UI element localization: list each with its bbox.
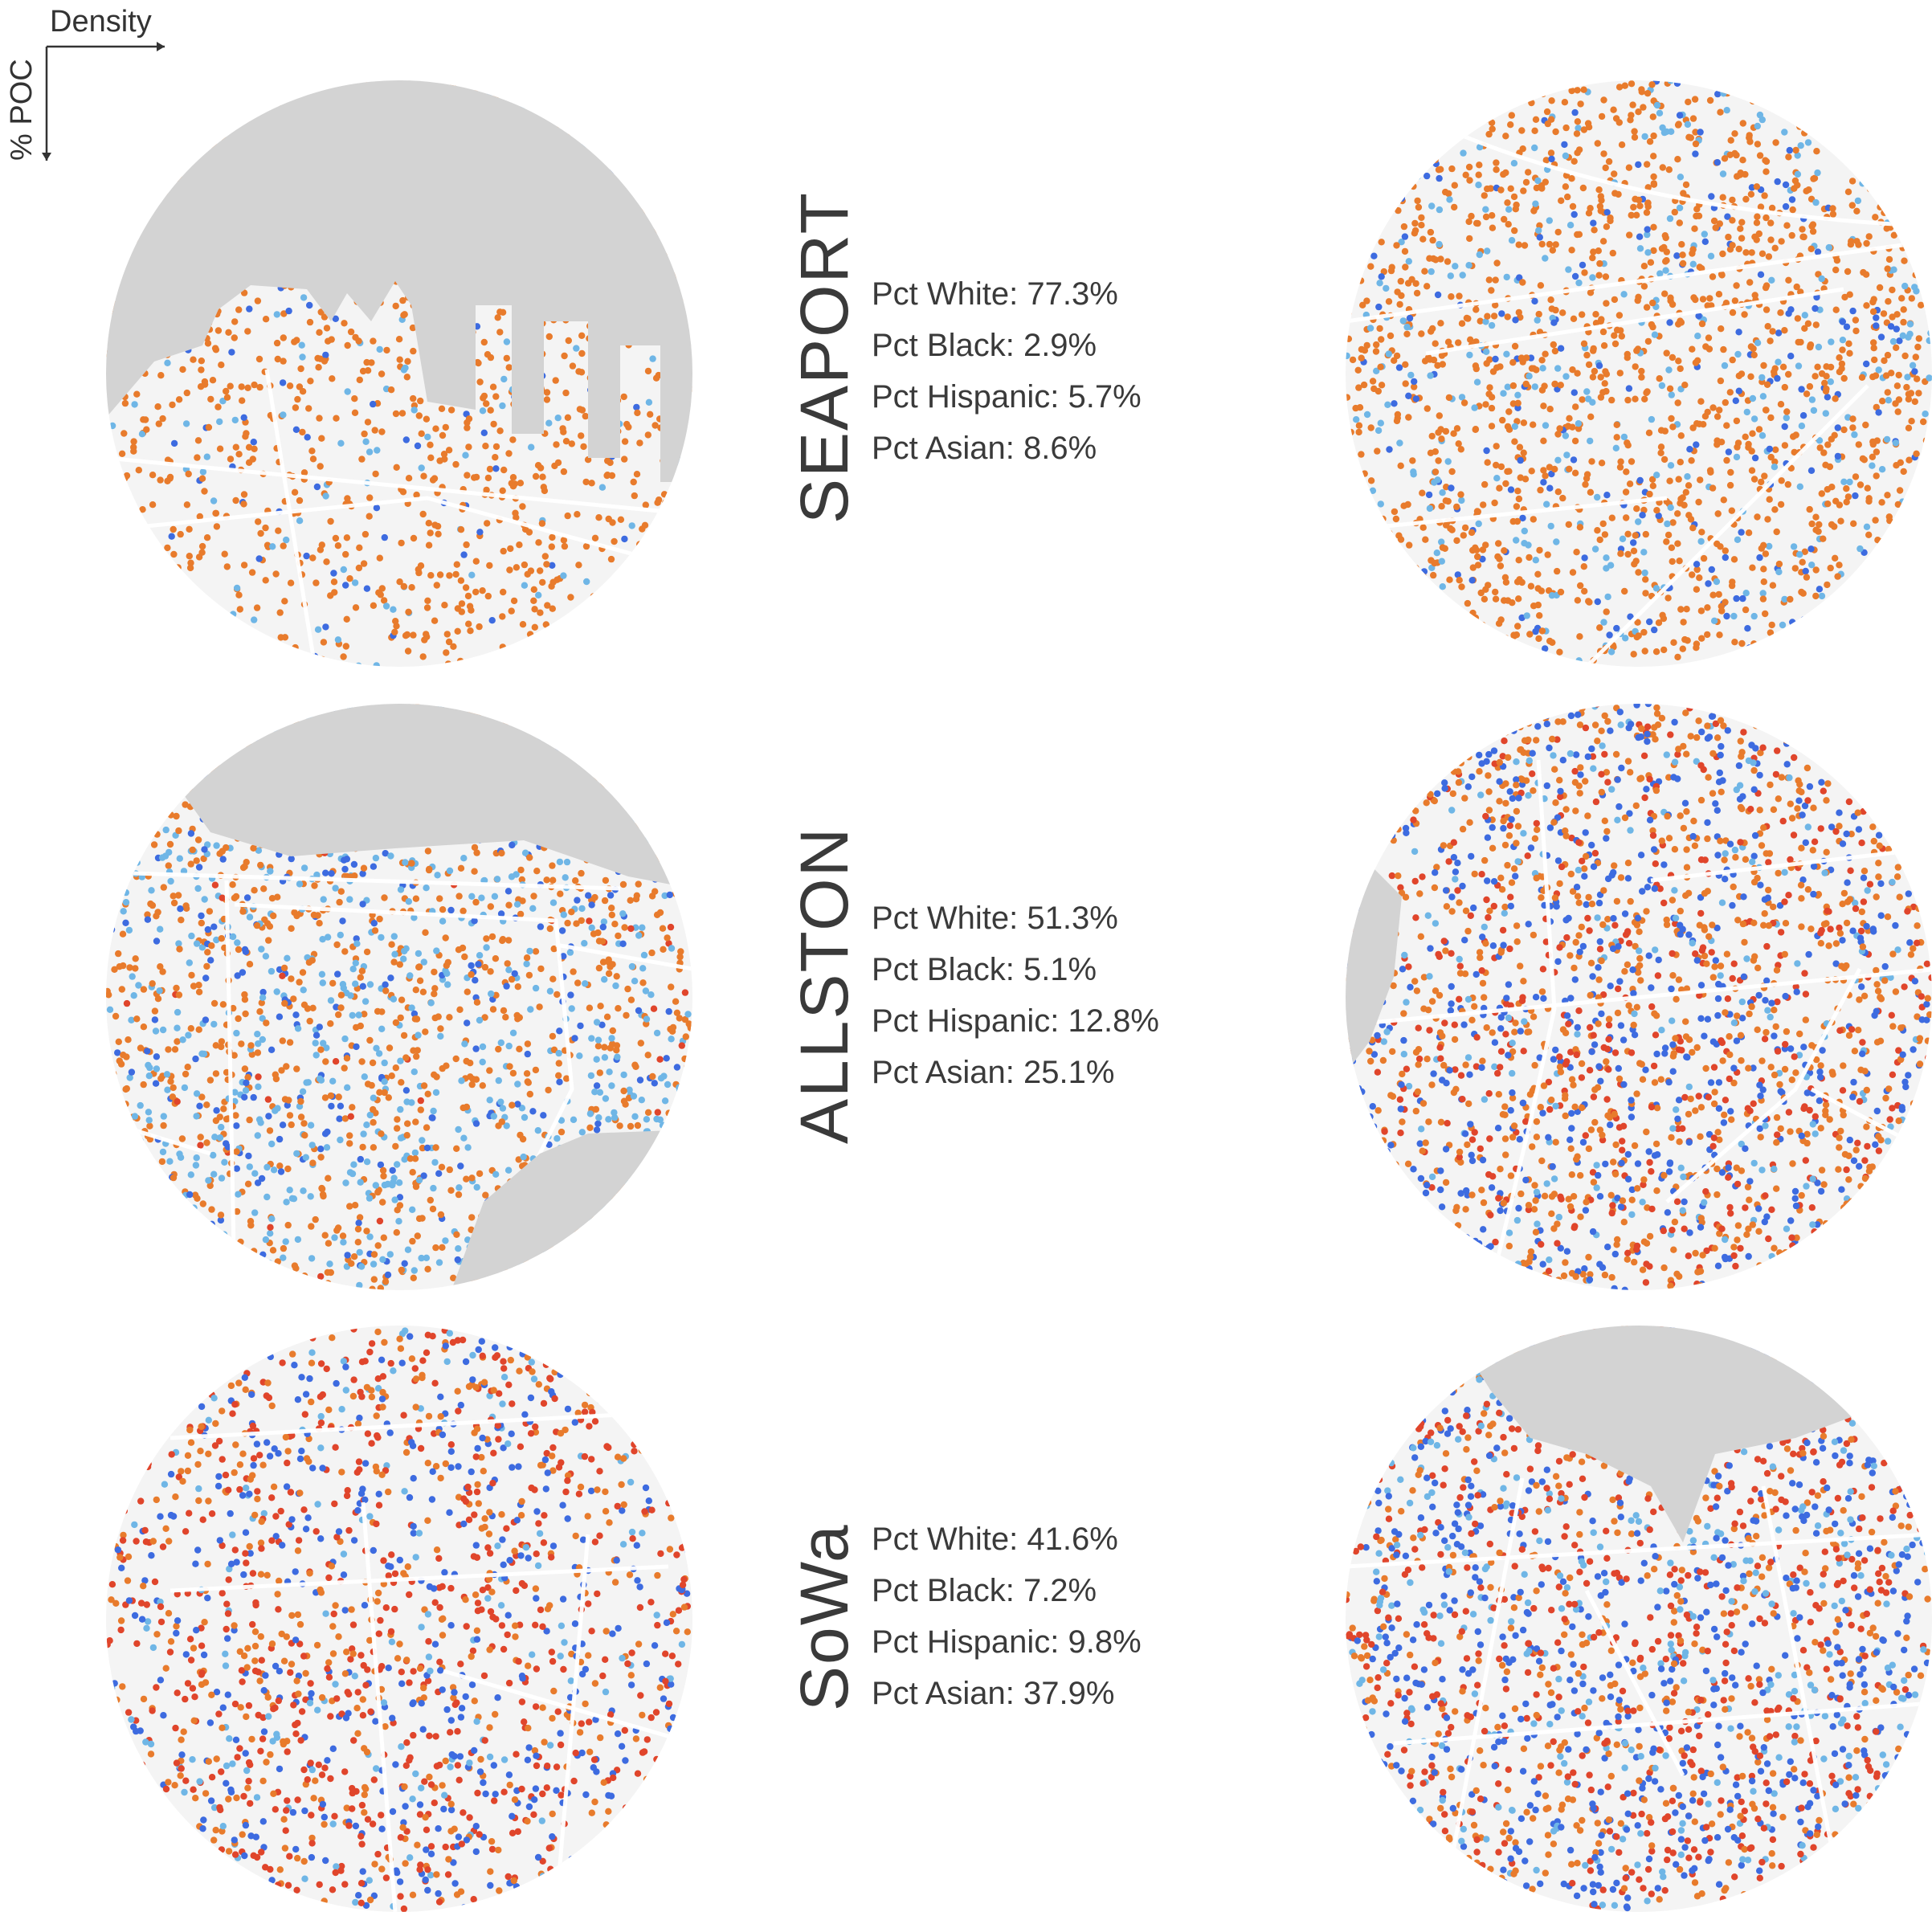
pct-black: Pct Black: 5.1%: [872, 952, 1097, 987]
seaport-low-density-map: [106, 80, 692, 667]
stats-sowa: Pct White: 41.6% Pct Black: 7.2% Pct His…: [872, 1514, 1142, 1719]
pct-black: Pct Black: 7.2%: [872, 1573, 1097, 1608]
stats-allston: Pct White: 51.3% Pct Black: 5.1% Pct His…: [872, 893, 1159, 1098]
pct-asian: Pct Asian: 8.6%: [872, 431, 1097, 466]
allston-high-density-map: [1346, 704, 1932, 1290]
axis-legend: Density % POC: [0, 0, 209, 177]
density-axis-label: Density: [50, 5, 152, 39]
neighborhood-name-seaport: SEAPORT: [786, 191, 862, 524]
seaport-high-density-map: [1346, 80, 1932, 667]
pct-hispanic: Pct Hispanic: 9.8%: [872, 1624, 1142, 1660]
pct-white: Pct White: 51.3%: [872, 901, 1118, 936]
axis-arrows: [42, 42, 165, 161]
neighborhood-name-allston: ALLSTON: [786, 826, 862, 1144]
stats-seaport: Pct White: 77.3% Pct Black: 2.9% Pct His…: [872, 268, 1142, 474]
pct-black: Pct Black: 2.9%: [872, 328, 1097, 363]
pct-hispanic: Pct Hispanic: 12.8%: [872, 1003, 1159, 1039]
pct-hispanic: Pct Hispanic: 5.7%: [872, 379, 1142, 415]
allston-low-density-map: [106, 704, 692, 1290]
neighborhood-name-sowa: SoWa: [786, 1523, 862, 1711]
pct-asian: Pct Asian: 25.1%: [872, 1055, 1115, 1090]
sowa-low-density-map: [106, 1326, 692, 1912]
pct-white: Pct White: 77.3%: [872, 276, 1118, 312]
sowa-high-density-map: [1346, 1326, 1932, 1912]
pct-asian: Pct Asian: 37.9%: [872, 1676, 1115, 1711]
pct-white: Pct White: 41.6%: [872, 1522, 1118, 1557]
